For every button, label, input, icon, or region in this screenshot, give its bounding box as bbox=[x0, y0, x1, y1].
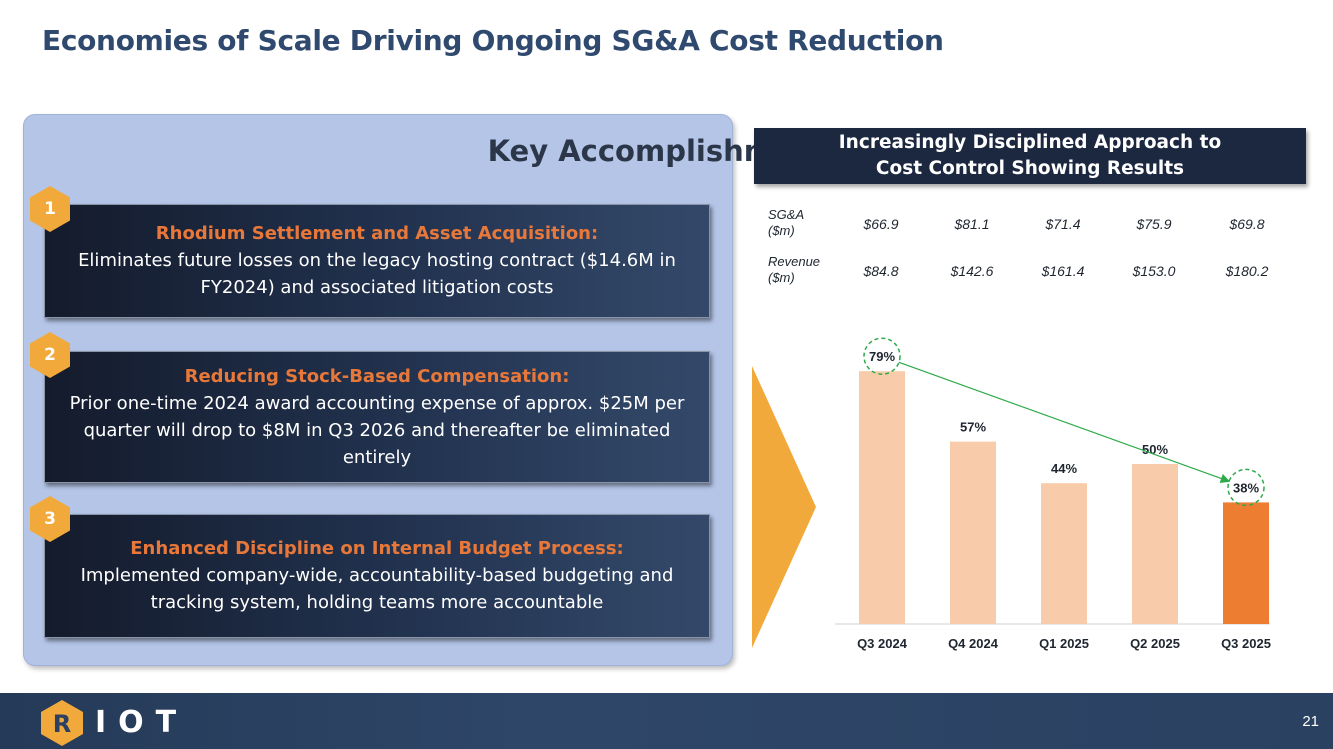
revenue-value: $161.4 bbox=[1041, 263, 1085, 279]
revenue-value: $180.2 bbox=[1225, 263, 1269, 279]
bar bbox=[859, 371, 905, 624]
data-label: 50% bbox=[1142, 442, 1168, 457]
label-line: SG&A bbox=[768, 207, 805, 222]
bar bbox=[1132, 464, 1178, 624]
highlight-circle bbox=[1227, 468, 1265, 507]
number-badge-1: 1 bbox=[30, 186, 70, 232]
sga-value: $75.9 bbox=[1136, 216, 1172, 232]
logo-wordmark: IOT bbox=[95, 705, 189, 740]
label-line: Revenue bbox=[768, 254, 821, 269]
data-label: 57% bbox=[960, 420, 986, 435]
data-label: 44% bbox=[1051, 461, 1077, 476]
sga-value: $66.9 bbox=[863, 216, 899, 232]
footer-bar bbox=[0, 693, 1333, 749]
x-tick-label: Q1 2025 bbox=[1039, 636, 1089, 651]
accomplishment-card-3: Enhanced Discipline on Internal Budget P… bbox=[44, 514, 710, 638]
bar bbox=[950, 441, 996, 624]
highlight-circle bbox=[863, 337, 901, 375]
bar bbox=[1041, 483, 1087, 624]
data-label: 38% bbox=[1233, 480, 1259, 495]
revenue-value: $84.8 bbox=[863, 263, 899, 279]
revenue-value: $153.0 bbox=[1132, 263, 1176, 279]
x-tick-label: Q3 2025 bbox=[1221, 636, 1271, 651]
sga-row-label: SG&A ($m) bbox=[768, 207, 804, 239]
cost-header-line1: Increasingly Disciplined Approach to bbox=[838, 132, 1222, 153]
revenue-row-label: Revenue ($m) bbox=[768, 254, 820, 286]
revenue-value: $142.6 bbox=[950, 263, 994, 279]
label-line: ($m) bbox=[768, 270, 795, 285]
x-tick-label: Q3 2024 bbox=[857, 636, 908, 651]
sga-value: $81.1 bbox=[954, 216, 990, 232]
accomplishment-text: Eliminates future losses on the legacy h… bbox=[78, 250, 676, 298]
cost-control-header: Increasingly Disciplined Approach to Cos… bbox=[754, 128, 1306, 184]
riot-logo-icon: R bbox=[41, 700, 83, 746]
accomplishment-card-2: Reducing Stock-Based Compensation: Prior… bbox=[44, 351, 710, 483]
page-number: 21 bbox=[1302, 713, 1319, 730]
label-line: ($m) bbox=[768, 223, 795, 238]
data-label: 79% bbox=[869, 349, 895, 364]
sga-ratio-bar-chart: 79% Q3 2024 57% Q4 2024 44% Q1 2025 50% Q2 2025… bbox=[835, 337, 1271, 651]
accomplishment-title: Rhodium Settlement and Asset Acquisition… bbox=[155, 223, 599, 244]
accomplishment-title: Reducing Stock-Based Compensation: bbox=[184, 365, 570, 387]
logo-letter: R bbox=[53, 710, 71, 738]
accomplishment-card-1: Rhodium Settlement and Asset Acquisition… bbox=[44, 204, 710, 318]
trend-arrow bbox=[898, 361, 1231, 483]
slide-title: Economies of Scale Driving Ongoing SG&A … bbox=[42, 24, 944, 57]
x-tick-label: Q2 2025 bbox=[1130, 636, 1180, 651]
accomplishment-title: Enhanced Discipline on Internal Budget P… bbox=[130, 538, 624, 559]
bar bbox=[1223, 502, 1269, 624]
sga-value: $69.8 bbox=[1229, 216, 1265, 232]
accomplishment-text: Prior one-time 2024 award accounting exp… bbox=[69, 392, 685, 468]
sga-value: $71.4 bbox=[1045, 216, 1081, 232]
accomplishment-text: Implemented company-wide, accountability… bbox=[80, 565, 674, 613]
x-tick-label: Q4 2024 bbox=[948, 636, 999, 651]
chevron-arrow-icon bbox=[752, 366, 816, 648]
cost-header-line2: Cost Control Showing Results bbox=[875, 158, 1185, 179]
